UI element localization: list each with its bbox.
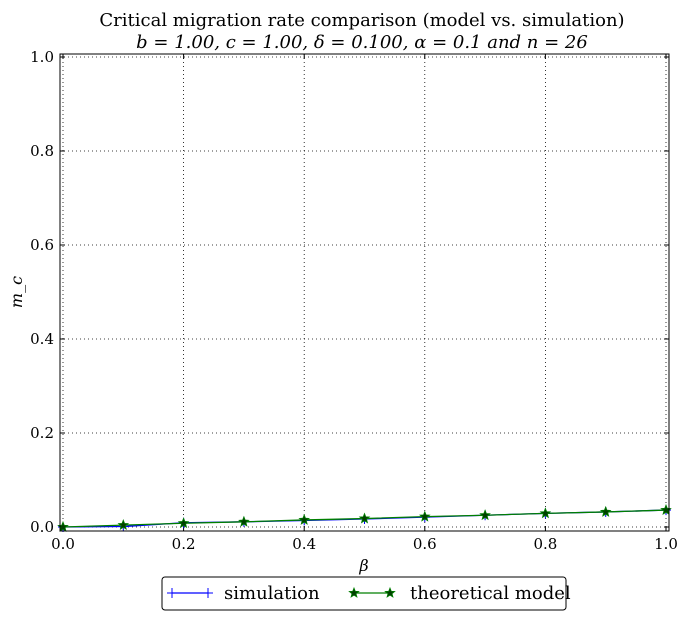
y-tick-label: 0.0 — [30, 518, 54, 536]
theoretical-model-point — [298, 513, 310, 525]
x-tick-label: 0.0 — [51, 535, 75, 553]
theoretical-model-point — [117, 519, 130, 531]
theoretical-model-point — [599, 505, 612, 517]
x-tick-label: 0.8 — [533, 535, 557, 553]
chart-title: Critical migration rate comparison (mode… — [99, 10, 624, 31]
theoretical-model-point — [419, 510, 431, 522]
x-axis-label: β — [358, 556, 368, 575]
x-tick-label: 1.0 — [654, 535, 678, 553]
theoretical-model-point — [358, 512, 371, 524]
y-tick-label: 0.8 — [30, 142, 54, 160]
series-theoretical-model — [57, 504, 672, 532]
theoretical-model-point — [539, 507, 552, 519]
theoretical-model-point — [238, 515, 250, 527]
legend: simulation theoretical model — [161, 576, 571, 611]
theoretical-model-point — [660, 504, 672, 516]
legend-marker-theoretical-model — [348, 586, 360, 598]
y-axis-label: m_c — [7, 276, 26, 308]
theoretical-model-point — [177, 517, 190, 529]
legend-label-theoretical-model: theoretical model — [410, 583, 571, 604]
legend-marker-theoretical-model — [384, 586, 396, 598]
chart-subtitle: b = 1.00, c = 1.00, δ = 0.100, α = 0.1 a… — [136, 32, 588, 53]
plot-frame — [59, 53, 670, 532]
axis-ticks: 0.0 0.2 0.4 0.6 0.8 1.0 0.0 0.2 0.4 0.6 0.8 1.0 — [30, 48, 678, 553]
data-series — [57, 504, 672, 532]
x-tick-label: 0.6 — [413, 535, 437, 553]
y-tick-label: 0.4 — [30, 330, 54, 348]
y-tick-label: 0.2 — [30, 424, 54, 442]
y-tick-label: 0.6 — [30, 236, 54, 254]
legend-label-simulation: simulation — [224, 583, 320, 604]
legend-marker-simulation — [203, 588, 213, 598]
x-tick-label: 0.2 — [172, 535, 196, 553]
theoretical-model-point — [57, 520, 69, 532]
y-tick-label: 1.0 — [30, 48, 54, 66]
legend-marker-simulation — [167, 588, 177, 598]
theoretical-model-point — [479, 509, 491, 521]
grid-lines — [60, 54, 669, 531]
x-tick-label: 0.4 — [292, 535, 316, 553]
